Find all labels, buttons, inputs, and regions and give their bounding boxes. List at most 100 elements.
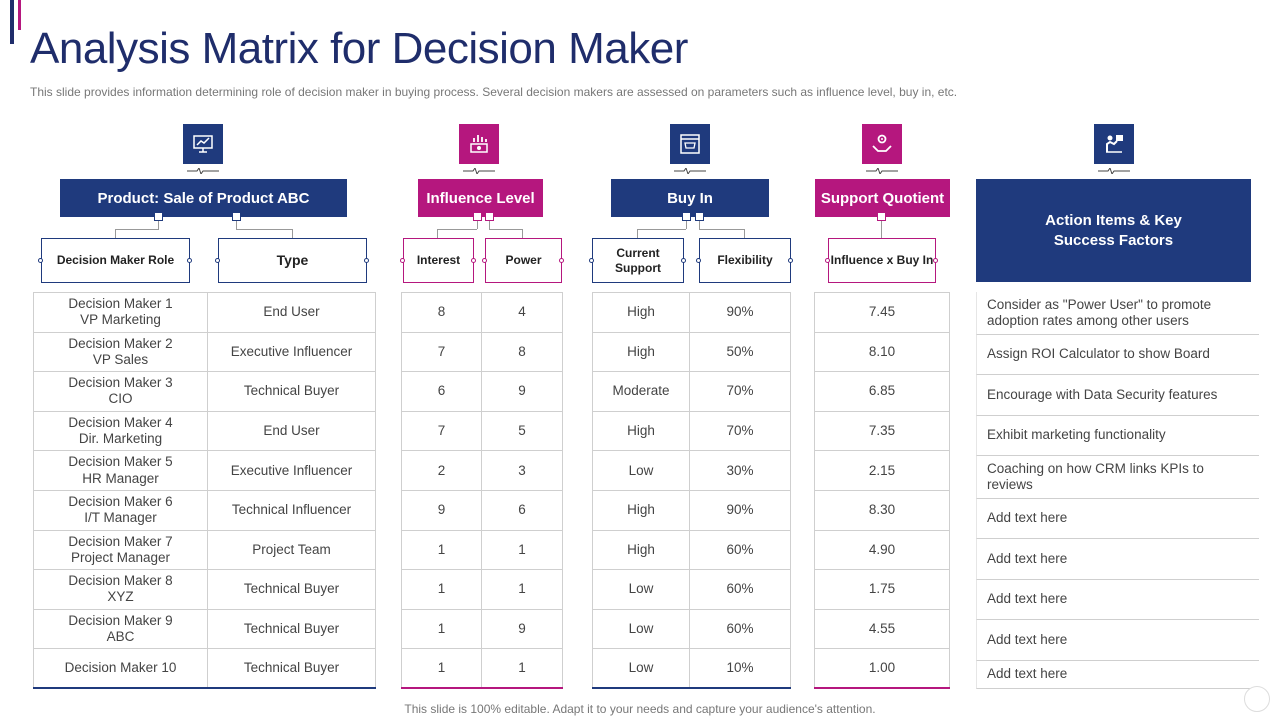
cell-power: 5 <box>481 410 563 452</box>
cell-role: Decision Maker 10 <box>33 648 208 689</box>
cell-quotient: 8.10 <box>814 331 950 373</box>
cell-type: End User <box>207 410 376 452</box>
table-row: Decision Maker 3 CIO Technical Buyer <box>33 371 376 412</box>
action-item: Add text here <box>976 499 1259 539</box>
cell-power: 9 <box>481 371 563 412</box>
cell-type: End User <box>207 292 376 333</box>
cell-interest: 2 <box>401 450 482 491</box>
cell-current-support: High <box>592 489 690 531</box>
col-current-support: Current Support <box>592 238 684 283</box>
table-row: Decision Maker 10 Technical Buyer <box>33 648 376 689</box>
cell-type: Technical Influencer <box>207 489 376 531</box>
cell-role: Decision Maker 7 Project Manager <box>33 529 208 571</box>
connector-line <box>115 229 159 230</box>
cell-current-support: High <box>592 292 690 333</box>
page-subtitle: This slide provides information determin… <box>30 85 958 99</box>
money-chart-icon <box>459 124 499 164</box>
accent-bar <box>10 0 14 44</box>
connector-dot <box>38 258 43 263</box>
action-item: Add text here <box>976 620 1259 661</box>
cell-quotient: 4.90 <box>814 529 950 571</box>
table-row: Low 30% <box>592 450 791 491</box>
connector-line <box>292 229 293 238</box>
person-presenting-icon <box>1094 124 1134 164</box>
col-interest: Interest <box>403 238 474 283</box>
action-item: Add text here <box>976 539 1259 580</box>
table-row: Decision Maker 6 I/T Manager Technical Inf… <box>33 489 376 531</box>
cell-current-support: Moderate <box>592 371 690 412</box>
cell-interest: 9 <box>401 489 482 531</box>
squiggle-divider <box>866 168 898 174</box>
cell-role: Decision Maker 8 XYZ <box>33 569 208 610</box>
connector-dot <box>187 258 192 263</box>
connector-dot <box>696 258 701 263</box>
cell-quotient: 1.75 <box>814 569 950 610</box>
table-row: 4.90 <box>814 529 950 571</box>
cell-power: 6 <box>481 489 563 531</box>
cell-role: Decision Maker 4 Dir. Marketing <box>33 410 208 452</box>
cell-quotient: 7.45 <box>814 292 950 333</box>
cell-quotient: 7.35 <box>814 410 950 452</box>
connector-line <box>686 221 687 229</box>
cell-interest: 7 <box>401 410 482 452</box>
cell-current-support: Low <box>592 608 690 650</box>
cell-power: 8 <box>481 331 563 373</box>
col-flexibility: Flexibility <box>699 238 791 283</box>
cell-type: Technical Buyer <box>207 648 376 689</box>
cell-flexibility: 60% <box>689 529 791 571</box>
table-row: Low 60% <box>592 569 791 610</box>
table-product: Decision Maker 1 VP Marketing End User Deci… <box>33 292 376 690</box>
cell-quotient: 1.00 <box>814 648 950 689</box>
table-row: Decision Maker 9 ABC Technical Buyer <box>33 608 376 650</box>
header-action-items: Action Items & Key Success Factors <box>976 179 1251 282</box>
connector-dot <box>788 258 793 263</box>
connector-line <box>699 229 745 230</box>
table-row: 7.45 <box>814 292 950 333</box>
cell-quotient: 6.85 <box>814 371 950 412</box>
cell-type: Project Team <box>207 529 376 571</box>
cell-interest: 1 <box>401 648 482 689</box>
action-item: Consider as "Power User" to promote adop… <box>976 292 1259 335</box>
cell-role: Decision Maker 2 VP Sales <box>33 331 208 373</box>
connector-dot <box>559 258 564 263</box>
squiggle-divider <box>187 168 219 174</box>
cell-flexibility: 60% <box>689 569 791 610</box>
col-power: Power <box>485 238 562 283</box>
col-influence-buy-in: Influence x Buy In <box>828 238 936 283</box>
table-row: Low 60% <box>592 608 791 650</box>
shopping-cart-window-icon <box>670 124 710 164</box>
cell-current-support: Low <box>592 569 690 610</box>
cell-flexibility: 70% <box>689 371 791 412</box>
table-row: 8.30 <box>814 489 950 531</box>
connector-line <box>637 229 638 238</box>
cell-role: Decision Maker 6 I/T Manager <box>33 489 208 531</box>
connector-dot <box>400 258 405 263</box>
connector-node <box>695 212 704 221</box>
connector-line <box>477 221 478 229</box>
connector-line <box>489 221 490 229</box>
cell-power: 3 <box>481 450 563 491</box>
accent-bar-secondary <box>18 0 21 30</box>
action-items-list: Consider as "Power User" to promote adop… <box>976 292 1259 689</box>
cell-role: Decision Maker 5 HR Manager <box>33 450 208 491</box>
cell-power: 1 <box>481 648 563 689</box>
connector-line <box>699 221 700 229</box>
table-row: 1.75 <box>814 569 950 610</box>
table-row: 1.00 <box>814 648 950 689</box>
connector-dot <box>482 258 487 263</box>
connector-dot <box>215 258 220 263</box>
table-row: 6.85 <box>814 371 950 412</box>
action-item: Assign ROI Calculator to show Board <box>976 335 1259 375</box>
table-row: Low 10% <box>592 648 791 689</box>
squiggle-divider <box>463 168 495 174</box>
connector-dot <box>471 258 476 263</box>
connector-line <box>744 229 745 238</box>
connector-dot <box>589 258 594 263</box>
